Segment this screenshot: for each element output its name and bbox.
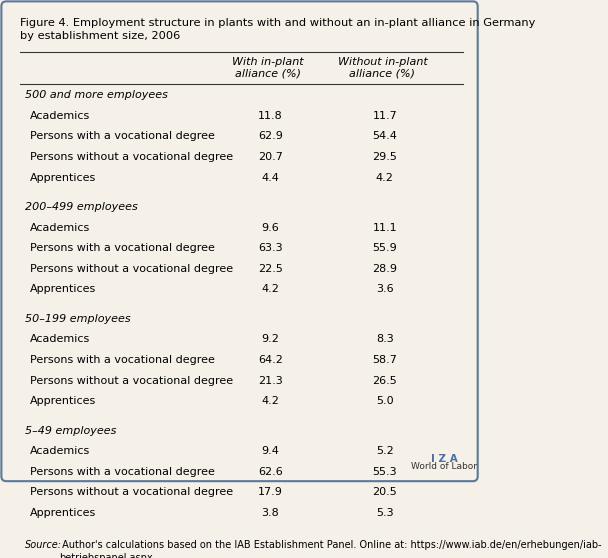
- Text: Persons without a vocational degree: Persons without a vocational degree: [30, 376, 233, 386]
- Text: Source:: Source:: [25, 540, 62, 550]
- Text: 55.9: 55.9: [373, 243, 397, 253]
- Text: Author's calculations based on the IAB Establishment Panel. Online at: https://w: Author's calculations based on the IAB E…: [60, 540, 602, 558]
- Text: 3.8: 3.8: [261, 508, 280, 518]
- Text: With in-plant
alliance (%): With in-plant alliance (%): [232, 56, 304, 79]
- Text: 55.3: 55.3: [373, 467, 397, 477]
- Text: 200–499 employees: 200–499 employees: [25, 202, 138, 212]
- Text: 11.7: 11.7: [373, 111, 397, 121]
- Text: Figure 4. Employment structure in plants with and without an in-plant alliance i: Figure 4. Employment structure in plants…: [21, 18, 536, 41]
- Text: 29.5: 29.5: [372, 152, 397, 162]
- Text: 4.4: 4.4: [261, 172, 280, 182]
- Text: Persons with a vocational degree: Persons with a vocational degree: [30, 243, 215, 253]
- Text: 3.6: 3.6: [376, 285, 393, 295]
- Text: Academics: Academics: [30, 223, 90, 233]
- Text: 500 and more employees: 500 and more employees: [25, 90, 168, 100]
- Text: Academics: Academics: [30, 446, 90, 456]
- Text: Persons with a vocational degree: Persons with a vocational degree: [30, 355, 215, 365]
- Text: I Z A: I Z A: [431, 454, 458, 464]
- Text: 5.2: 5.2: [376, 446, 394, 456]
- Text: 50–199 employees: 50–199 employees: [25, 314, 131, 324]
- Text: Apprentices: Apprentices: [30, 285, 96, 295]
- Text: World of Labor: World of Labor: [412, 461, 477, 470]
- Text: 26.5: 26.5: [373, 376, 397, 386]
- Text: 5–49 employees: 5–49 employees: [25, 426, 117, 435]
- Text: Persons with a vocational degree: Persons with a vocational degree: [30, 467, 215, 477]
- Text: 5.3: 5.3: [376, 508, 393, 518]
- Text: 54.4: 54.4: [372, 131, 397, 141]
- Text: Apprentices: Apprentices: [30, 508, 96, 518]
- Text: Persons without a vocational degree: Persons without a vocational degree: [30, 487, 233, 497]
- Text: 9.2: 9.2: [261, 334, 280, 344]
- Text: Persons without a vocational degree: Persons without a vocational degree: [30, 152, 233, 162]
- Text: 11.1: 11.1: [373, 223, 397, 233]
- Text: 63.3: 63.3: [258, 243, 283, 253]
- Text: 4.2: 4.2: [261, 396, 280, 406]
- Text: 64.2: 64.2: [258, 355, 283, 365]
- Text: 4.2: 4.2: [376, 172, 394, 182]
- Text: Persons without a vocational degree: Persons without a vocational degree: [30, 264, 233, 274]
- Text: 4.2: 4.2: [261, 285, 280, 295]
- FancyBboxPatch shape: [1, 1, 478, 481]
- Text: 21.3: 21.3: [258, 376, 283, 386]
- Text: 11.8: 11.8: [258, 111, 283, 121]
- Text: Academics: Academics: [30, 334, 90, 344]
- Text: 62.9: 62.9: [258, 131, 283, 141]
- Text: 5.0: 5.0: [376, 396, 393, 406]
- Text: Persons with a vocational degree: Persons with a vocational degree: [30, 131, 215, 141]
- Text: 22.5: 22.5: [258, 264, 283, 274]
- Text: Without in-plant
alliance (%): Without in-plant alliance (%): [337, 56, 427, 79]
- Text: Apprentices: Apprentices: [30, 172, 96, 182]
- Text: 8.3: 8.3: [376, 334, 394, 344]
- Text: 58.7: 58.7: [372, 355, 397, 365]
- Text: Academics: Academics: [30, 111, 90, 121]
- Text: Apprentices: Apprentices: [30, 396, 96, 406]
- Text: 20.5: 20.5: [373, 487, 397, 497]
- Text: 17.9: 17.9: [258, 487, 283, 497]
- Text: 9.4: 9.4: [261, 446, 280, 456]
- Text: 28.9: 28.9: [372, 264, 397, 274]
- Text: 20.7: 20.7: [258, 152, 283, 162]
- Text: 9.6: 9.6: [261, 223, 280, 233]
- Text: 62.6: 62.6: [258, 467, 283, 477]
